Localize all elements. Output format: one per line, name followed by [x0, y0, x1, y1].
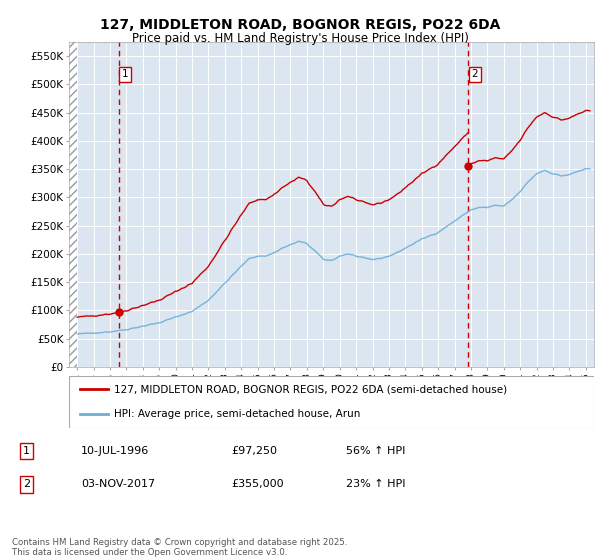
Text: 03-NOV-2017: 03-NOV-2017 [81, 479, 155, 489]
Text: 1: 1 [23, 446, 30, 456]
Text: 2: 2 [472, 69, 478, 80]
Text: 56% ↑ HPI: 56% ↑ HPI [346, 446, 406, 456]
Text: £97,250: £97,250 [231, 446, 277, 456]
Text: 127, MIDDLETON ROAD, BOGNOR REGIS, PO22 6DA: 127, MIDDLETON ROAD, BOGNOR REGIS, PO22 … [100, 18, 500, 32]
Text: HPI: Average price, semi-detached house, Arun: HPI: Average price, semi-detached house,… [113, 409, 360, 419]
Text: Contains HM Land Registry data © Crown copyright and database right 2025.
This d: Contains HM Land Registry data © Crown c… [12, 538, 347, 557]
Text: £355,000: £355,000 [231, 479, 284, 489]
Text: 10-JUL-1996: 10-JUL-1996 [81, 446, 149, 456]
Text: 1: 1 [122, 69, 128, 80]
Text: 2: 2 [23, 479, 30, 489]
Text: 23% ↑ HPI: 23% ↑ HPI [346, 479, 406, 489]
Bar [69, 42, 77, 367]
Text: Price paid vs. HM Land Registry's House Price Index (HPI): Price paid vs. HM Land Registry's House … [131, 32, 469, 45]
Text: 127, MIDDLETON ROAD, BOGNOR REGIS, PO22 6DA (semi-detached house): 127, MIDDLETON ROAD, BOGNOR REGIS, PO22 … [113, 384, 507, 394]
FancyBboxPatch shape [69, 376, 594, 428]
